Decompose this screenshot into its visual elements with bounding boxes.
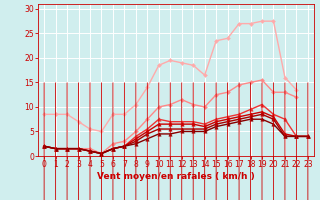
X-axis label: Vent moyen/en rafales ( km/h ): Vent moyen/en rafales ( km/h ) (97, 172, 255, 181)
